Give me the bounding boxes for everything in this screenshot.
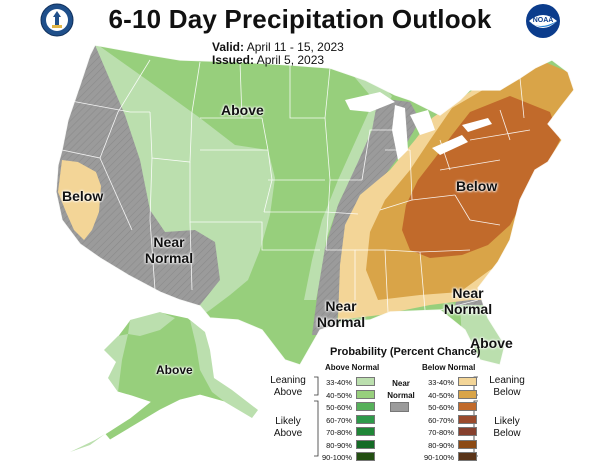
map-below-50 <box>402 96 560 258</box>
legend-below-swatch <box>458 402 477 411</box>
legend-leaning-above: Leaning Above <box>270 375 306 398</box>
legend-above-range: 50-60% <box>326 403 352 412</box>
valid-line: Valid: April 11 - 15, 2023 <box>212 40 344 54</box>
legend-below-swatch <box>458 377 477 386</box>
region-label-near-mississippi: Near Normal <box>316 298 366 330</box>
legend-above-swatch <box>356 402 375 411</box>
great-lakes <box>345 92 492 160</box>
state-borders <box>55 44 575 366</box>
issued-label: Issued: <box>212 53 255 67</box>
issued-value: April 5, 2023 <box>256 53 325 67</box>
legend-above-range: 40-50% <box>326 390 352 400</box>
legend-leaning-below: Leaning Below <box>489 375 525 398</box>
legend-likely-below: Likely Below <box>493 416 521 439</box>
issued-line: Issued: April 5, 2023 <box>212 53 324 67</box>
valid-label: Valid: <box>212 40 245 54</box>
legend-below-swatch <box>458 389 477 399</box>
map-near-central <box>312 98 420 335</box>
legend-near-swatch <box>390 402 409 412</box>
legend-title: Probability (Percent Chance) <box>330 346 481 358</box>
legend-above-swatch <box>356 452 375 461</box>
legend-below-range: 33-40% <box>428 378 454 387</box>
legend-above-swatch <box>356 377 375 386</box>
region-label-above-florida: Above <box>470 335 513 351</box>
legend-above-range: 60-70% <box>326 415 352 425</box>
legend-above-header: Above Normal <box>325 363 380 372</box>
legend-above-range: 90-100% <box>321 453 352 462</box>
legend-below-header: Below Normal <box>422 363 476 372</box>
legend-below-swatch <box>458 439 477 449</box>
department-of-commerce-seal-icon <box>40 3 74 37</box>
legend-below-range: 80-90% <box>428 440 454 450</box>
valid-value: April 11 - 15, 2023 <box>246 40 344 54</box>
region-label-below-california: Below <box>62 188 104 204</box>
legend-above-range: 70-80% <box>326 428 352 437</box>
legend-near-label: Near Normal <box>387 379 415 400</box>
legend-below-range: 90-100% <box>423 453 454 462</box>
legend-above-range: 33-40% <box>326 378 352 387</box>
map-below-california <box>58 160 101 240</box>
region-label-near-southwest: Near Normal <box>144 234 194 266</box>
map-title: 6-10 Day Precipitation Outlook <box>108 4 492 34</box>
legend-below-range: 50-60% <box>428 403 454 412</box>
noaa-logo-icon: NOAA <box>525 3 561 39</box>
svg-text:NOAA: NOAA <box>533 17 554 24</box>
region-label-below-east: Below <box>456 178 498 194</box>
legend-below-swatch <box>458 452 477 461</box>
alaska <box>70 311 259 452</box>
legend-below-swatch <box>458 414 477 424</box>
legend-likely-above: Likely Above <box>273 416 303 439</box>
legend-above-swatch <box>356 389 375 399</box>
legend-above-swatch <box>356 427 375 436</box>
region-label-above-central: Above <box>221 102 264 118</box>
legend-below-swatch <box>458 427 477 436</box>
legend-above-swatch <box>356 414 375 424</box>
legend-below-range: 70-80% <box>428 428 454 437</box>
region-label-near-southeast: Near Normal <box>443 285 493 317</box>
region-label-above-alaska: Above <box>156 363 193 377</box>
legend-below-range: 40-50% <box>428 390 454 400</box>
legend-above-swatch <box>356 439 375 449</box>
legend-above-range: 80-90% <box>326 440 352 450</box>
legend-below-range: 60-70% <box>428 415 454 425</box>
